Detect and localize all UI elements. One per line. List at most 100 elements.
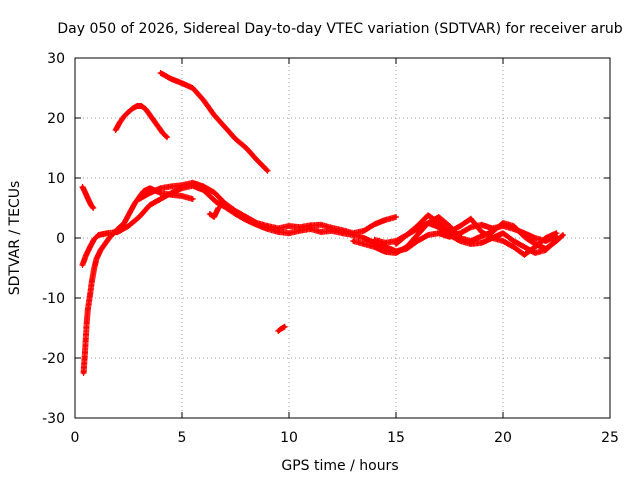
data-point [426,233,430,237]
data-point [107,236,111,240]
data-point [512,239,516,243]
data-point [244,146,248,150]
data-point [92,237,96,241]
data-point [201,184,205,188]
data-point [319,230,323,234]
data-point [554,238,559,242]
data-point [480,241,484,245]
data-point [426,221,430,225]
data-point [512,224,516,228]
data-point [340,228,345,232]
data-point [561,233,565,237]
data-point [362,236,366,240]
data-point [373,238,377,242]
x-tick-label: 15 [387,430,405,446]
y-tick-label: -10 [42,291,65,307]
data-point [208,212,212,216]
data-point [86,308,90,312]
data-point [144,107,148,111]
data-point [533,236,537,240]
series-arc-high-a [112,103,171,141]
data-point [330,226,334,230]
data-point [533,245,537,249]
data-point [415,233,419,237]
data-point [362,229,366,233]
data-point [223,125,227,129]
data-point [415,224,419,228]
data-point [133,201,137,205]
data-point [469,217,473,221]
series-arc-short-high [79,184,97,211]
data-point [512,245,516,249]
data-point [373,222,377,226]
data-point [394,251,398,255]
y-tick-label: 0 [56,231,65,247]
data-point [405,245,409,249]
data-point [244,215,248,219]
data-point [159,186,163,190]
data-point [80,185,85,189]
x-tick-label: 25 [601,430,619,446]
data-point [83,189,87,193]
data-point [191,86,195,90]
data-point [212,190,216,194]
data-point [87,199,91,203]
data-point [180,194,184,198]
data-point [94,257,98,261]
data-point [85,320,89,324]
data-point [159,71,163,75]
data-point [458,239,462,243]
data-point [88,293,92,297]
data-point [83,356,87,360]
data-point [276,226,280,230]
data-point [131,106,135,110]
data-point [522,235,527,239]
data-point [480,230,484,234]
data-point [405,233,409,237]
series-arc-dip-early [206,205,222,220]
data-point [447,230,452,234]
data-point [383,245,387,249]
data-point [114,128,118,132]
data-point [522,253,527,257]
data-point [152,119,156,123]
data-point [394,242,398,246]
data-point [96,233,101,237]
data-point [88,245,92,249]
data-point [212,113,216,117]
data-point [233,137,238,141]
data-point [156,125,161,129]
data-point [159,197,163,201]
data-point [122,221,126,225]
data-point [276,329,280,333]
data-point [80,263,85,267]
series-arc-isolated-low [275,323,288,334]
data-point [233,209,238,213]
data-point [458,224,462,228]
data-point [437,215,441,219]
data-point [283,325,287,329]
data-point [415,239,419,243]
x-tick-label: 5 [178,430,187,446]
data-point [90,278,94,282]
data-point [276,230,280,234]
data-point [139,104,143,108]
data-point [137,215,141,219]
data-point [180,81,184,85]
data-point [148,186,152,190]
data-point [501,231,505,235]
data-point [103,242,107,246]
data-point [394,215,398,219]
data-point [533,251,537,255]
data-point [287,224,291,228]
data-point [544,248,548,252]
data-point [201,98,205,102]
data-point [105,231,109,235]
data-point [544,236,548,240]
data-point [169,77,173,81]
x-tick-label: 20 [494,430,512,446]
y-tick-label: 20 [47,111,65,127]
y-tick-label: 10 [47,171,65,187]
series-arc-main-late [136,179,399,237]
